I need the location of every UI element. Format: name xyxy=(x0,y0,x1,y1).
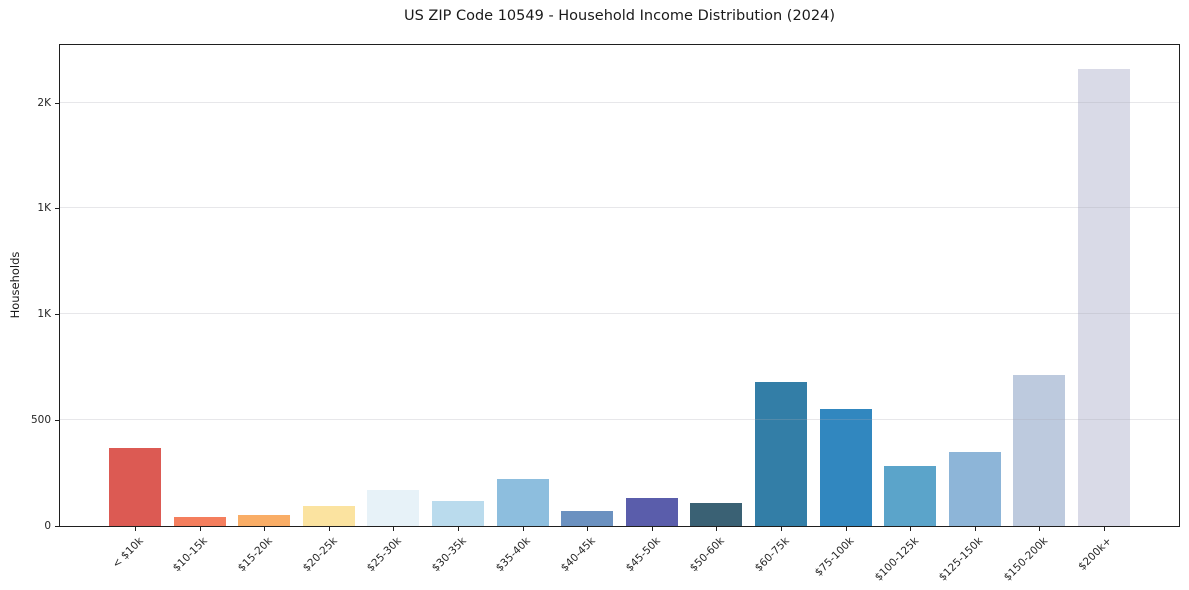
bar xyxy=(496,478,549,526)
x-tick-label: $40-45k xyxy=(558,535,598,575)
x-tick-label: < $10k xyxy=(109,535,146,571)
y-tick-label: 1K xyxy=(37,202,51,215)
x-tick-label: $20-25k xyxy=(300,535,340,575)
x-tick-mark xyxy=(199,527,201,531)
bar xyxy=(238,514,291,526)
y-tick-label: 2K xyxy=(37,96,51,109)
x-tick-label: $125-150k xyxy=(936,535,986,584)
y-tick-mark xyxy=(55,420,59,422)
bar xyxy=(367,490,420,526)
x-tick-mark xyxy=(1104,527,1105,531)
y-axis-label: Households xyxy=(8,251,22,319)
bar xyxy=(561,510,614,526)
x-tick-mark xyxy=(135,527,136,531)
y-tick-label: 1K xyxy=(37,308,51,321)
gridline xyxy=(60,101,1179,103)
bar xyxy=(302,506,355,526)
bar xyxy=(819,408,872,526)
x-tick-mark xyxy=(458,527,459,531)
x-tick-mark xyxy=(974,527,976,531)
x-tick-label: $35-40k xyxy=(494,535,534,575)
plot-area xyxy=(59,44,1180,527)
y-tick-label: 0 xyxy=(44,520,51,532)
x-tick-label: $10-15k xyxy=(171,535,211,575)
x-tick-mark xyxy=(264,527,266,531)
bar xyxy=(432,500,484,526)
x-tick-mark xyxy=(651,527,653,531)
x-tick-mark xyxy=(910,527,912,531)
y-tick-mark xyxy=(55,526,59,527)
x-tick-mark xyxy=(587,527,589,531)
y-tick-mark xyxy=(55,208,59,210)
y-tick-label: 500 xyxy=(30,414,51,427)
chart-title: US ZIP Code 10549 - Household Income Dis… xyxy=(403,8,836,24)
x-tick-label: $30-35k xyxy=(429,535,469,575)
gridline xyxy=(60,313,1179,315)
x-tick-label: $25-30k xyxy=(364,535,404,575)
x-tick-mark xyxy=(716,527,718,531)
x-tick-label: $150-200k xyxy=(1001,535,1050,584)
x-tick-label: $60-75k xyxy=(752,535,792,575)
x-tick-label: $100-125k xyxy=(872,535,921,584)
x-tick-mark xyxy=(328,527,330,531)
gridline xyxy=(60,207,1179,209)
bar xyxy=(1013,375,1066,526)
x-tick-label: $50-60k xyxy=(687,535,727,575)
x-tick-mark xyxy=(1039,527,1041,531)
bar xyxy=(173,516,226,526)
x-tick-label: $200k+ xyxy=(1076,535,1115,573)
bar xyxy=(884,465,937,526)
bar xyxy=(690,502,743,526)
bar xyxy=(948,452,1001,526)
x-tick-mark xyxy=(781,527,782,531)
y-tick-mark xyxy=(55,102,59,104)
x-tick-mark xyxy=(845,527,847,531)
bar xyxy=(755,381,807,526)
gridline xyxy=(60,419,1179,421)
x-tick-label: $15-20k xyxy=(235,535,275,575)
bar xyxy=(1078,69,1130,526)
bar xyxy=(625,498,678,526)
x-tick-mark xyxy=(393,527,395,531)
x-tick-mark xyxy=(522,527,524,531)
y-tick-mark xyxy=(55,314,59,316)
x-tick-label: $45-50k xyxy=(623,535,663,575)
bar xyxy=(109,448,161,526)
x-tick-label: $75-100k xyxy=(812,535,857,579)
